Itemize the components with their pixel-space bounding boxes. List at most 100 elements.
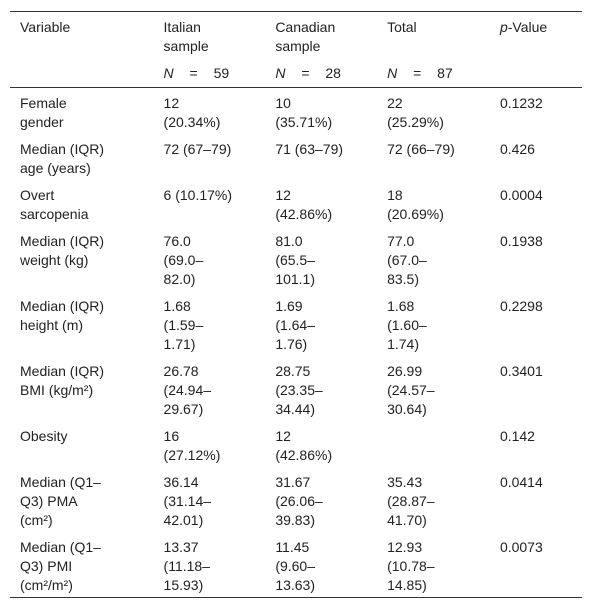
cell-text: 6 (10.17%) — [163, 187, 233, 203]
table-cell: 1.69 (1.64–1.76) — [265, 291, 377, 356]
cell-text: Total — [387, 19, 417, 35]
cell-text: p-Value — [499, 19, 548, 35]
table-cell: p-Value — [490, 12, 582, 59]
cell-text: 72 (67–79) — [163, 141, 232, 157]
cell-text: 28.75 (23.35–34.44) — [275, 363, 323, 417]
table-cell: 0.142 — [490, 421, 582, 467]
cell-text: 26.99 (24.57–30.64) — [387, 363, 435, 417]
table-cell: 35.43 (28.87–41.70) — [377, 467, 490, 532]
table-cell: 13.37 (11.18–15.93) — [154, 532, 266, 598]
table-header: Variable Italian sample Canadian sample Tot… — [10, 12, 582, 88]
header-row: Variable Italian sample Canadian sample Tot… — [10, 12, 582, 59]
table-cell: 11.45 (9.60–13.63) — [265, 532, 377, 598]
table-row: Median (IQR) age (years) 72 (67–79) 71 (63… — [10, 134, 582, 180]
table-cell: 12 (42.86%) — [265, 421, 377, 467]
table-cell — [10, 58, 154, 88]
cell-text: Canadian sample — [275, 19, 336, 54]
table-cell: 0.1938 — [490, 226, 582, 291]
cell-text: Female gender — [20, 95, 67, 130]
table-cell: 1.68 (1.59–1.71) — [154, 291, 266, 356]
table-cell: 0.2298 — [490, 291, 582, 356]
cell-text: 35.43 (28.87–41.70) — [387, 474, 435, 528]
table-cell: N = 59 — [154, 58, 266, 88]
cell-text: 12.93 (10.78–14.85) — [387, 539, 435, 593]
cell-text: 31.67 (26.06–39.83) — [275, 474, 323, 528]
table-cell: Overt sarcopenia — [10, 180, 154, 226]
table-cell: N = 87 — [377, 58, 490, 88]
cell-text: 72 (66–79) — [387, 141, 455, 157]
table-cell: Median (IQR) BMI (kg/m²) — [10, 356, 154, 421]
table-cell: 76.0 (69.0–82.0) — [154, 226, 266, 291]
table-cell: 71 (63–79) — [265, 134, 377, 180]
cell-text: 0.1232 — [499, 95, 543, 111]
table-cell: 12.93 (10.78–14.85) — [377, 532, 490, 598]
table-row: Median (Q1–Q3) PMI (cm²/m²) 13.37 (11.18–… — [10, 532, 582, 598]
table-cell: 0.0004 — [490, 180, 582, 226]
table-cell: Median (Q1–Q3) PMI (cm²/m²) — [10, 532, 154, 598]
table-cell — [377, 421, 490, 467]
table-cell: Median (IQR) age (years) — [10, 134, 154, 180]
table-cell: 1.68 (1.60–1.74) — [377, 291, 490, 356]
table-cell: 28.75 (23.35–34.44) — [265, 356, 377, 421]
table-cell: Female gender — [10, 88, 154, 135]
cell-text: 77.0 (67.0–83.5) — [387, 233, 427, 287]
table-cell: 0.0073 — [490, 532, 582, 598]
cell-text: 1.69 (1.64–1.76) — [275, 298, 316, 352]
cell-text: 13.37 (11.18–15.93) — [163, 539, 210, 593]
cell-text: 0.426 — [499, 141, 535, 157]
cell-text: 1.68 (1.59–1.71) — [163, 298, 204, 352]
table-cell: Median (Q1–Q3) PMA (cm²) — [10, 467, 154, 532]
table-cell: Italian sample — [154, 12, 266, 59]
table-cell: 0.3401 — [490, 356, 582, 421]
table-cell: 72 (67–79) — [154, 134, 266, 180]
cell-text: 0.2298 — [499, 298, 543, 314]
table-cell: 31.67 (26.06–39.83) — [265, 467, 377, 532]
table-cell: Median (IQR) weight (kg) — [10, 226, 154, 291]
cell-text: 0.0073 — [499, 539, 543, 555]
cell-text: Median (IQR) weight (kg) — [20, 233, 105, 268]
table-cell: Obesity — [10, 421, 154, 467]
cell-text: 0.1938 — [499, 233, 543, 249]
cell-text: Obesity — [20, 428, 68, 444]
table-cell: 12 (42.86%) — [265, 180, 377, 226]
cell-text: Italian sample — [163, 19, 209, 54]
table-cell — [490, 58, 582, 88]
table-row: Obesity 16 (27.12%) 12 (42.86%) 0.142 — [10, 421, 582, 467]
cell-text: 0.0414 — [499, 474, 543, 490]
table-cell: 0.0414 — [490, 467, 582, 532]
table-cell: 72 (66–79) — [377, 134, 490, 180]
cell-text: 10 (35.71%) — [275, 95, 333, 130]
table-cell: Total — [377, 12, 490, 59]
cell-text: 22 (25.29%) — [387, 95, 444, 130]
cell-text: 71 (63–79) — [275, 141, 344, 157]
cell-text: Median (IQR) age (years) — [20, 141, 105, 176]
table-cell: 18 (20.69%) — [377, 180, 490, 226]
cell-text: Median (Q1–Q3) PMA (cm²) — [20, 474, 101, 528]
table-row: Overt sarcopenia 6 (10.17%) 12 (42.86%) 18 … — [10, 180, 582, 226]
cell-text: Median (IQR) height (m) — [20, 298, 105, 333]
table-cell: 36.14 (31.14–42.01) — [154, 467, 266, 532]
table-cell: 81.0 (65.5–101.1) — [265, 226, 377, 291]
cell-text: N = 28 — [275, 65, 341, 81]
cell-text: 0.142 — [499, 428, 535, 444]
cell-text: 0.0004 — [499, 187, 543, 203]
cell-text: 12 (20.34%) — [163, 95, 221, 130]
cell-text: Median (IQR) BMI (kg/m²) — [20, 363, 105, 398]
table-cell: 26.78 (24.94–29.67) — [154, 356, 266, 421]
cell-text: N = 87 — [387, 65, 453, 81]
table-cell: 6 (10.17%) — [154, 180, 266, 226]
table-cell: 0.1232 — [490, 88, 582, 135]
table-cell: 22 (25.29%) — [377, 88, 490, 135]
cell-text: 81.0 (65.5–101.1) — [275, 233, 316, 287]
cell-text: 0.3401 — [499, 363, 543, 379]
cell-text: 12 (42.86%) — [275, 428, 333, 463]
table-row: Female gender 12 (20.34%) 10 (35.71%) 22 (2… — [10, 88, 582, 135]
cell-text: 1.68 (1.60–1.74) — [387, 298, 427, 352]
cell-text: N = 59 — [163, 65, 230, 81]
cell-text: 11.45 (9.60–13.63) — [275, 539, 316, 593]
subheader-row: N = 59 N = 28 N = 87 — [10, 58, 582, 88]
table-cell: 26.99 (24.57–30.64) — [377, 356, 490, 421]
cell-text: 36.14 (31.14–42.01) — [163, 474, 212, 528]
cell-text: Overt sarcopenia — [20, 187, 89, 222]
